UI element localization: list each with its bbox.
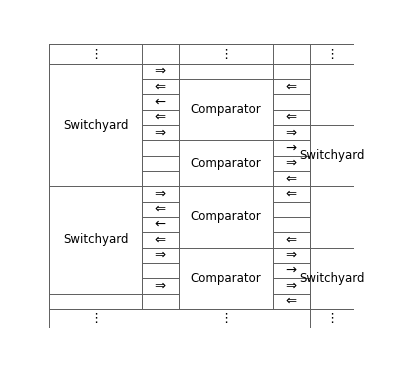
Bar <box>273 294 310 309</box>
Text: ←: ← <box>155 218 166 231</box>
Bar <box>142 125 178 140</box>
Bar <box>273 217 310 232</box>
Text: Switchyard: Switchyard <box>63 234 129 246</box>
Bar <box>273 94 310 110</box>
Bar <box>142 248 178 263</box>
Text: ⇒: ⇒ <box>155 187 166 200</box>
Bar <box>142 156 178 171</box>
Bar <box>273 79 310 94</box>
Bar <box>142 232 178 248</box>
Bar <box>142 186 178 202</box>
Bar <box>142 79 178 94</box>
Bar <box>273 64 310 79</box>
Text: →: → <box>286 264 297 277</box>
Text: Switchyard: Switchyard <box>299 149 364 162</box>
Bar <box>273 140 310 156</box>
Bar <box>310 186 354 248</box>
Text: ⋮: ⋮ <box>219 312 232 325</box>
Bar <box>310 64 354 125</box>
Bar <box>178 79 273 140</box>
Bar <box>142 140 178 156</box>
Text: ⇐: ⇐ <box>155 111 166 124</box>
Text: Comparator: Comparator <box>190 157 261 170</box>
Bar <box>273 110 310 125</box>
Bar <box>142 294 178 309</box>
Text: ⇒: ⇒ <box>286 249 297 262</box>
Bar <box>178 64 273 79</box>
Text: ⇐: ⇐ <box>286 234 297 246</box>
Text: ⋮: ⋮ <box>89 312 102 325</box>
Bar <box>142 202 178 217</box>
Text: ⋮: ⋮ <box>219 48 232 61</box>
Bar <box>142 217 178 232</box>
Text: ⇒: ⇒ <box>155 249 166 262</box>
Bar <box>142 171 178 186</box>
Bar <box>310 248 354 309</box>
Text: ⇒: ⇒ <box>286 279 297 292</box>
Text: ⇐: ⇐ <box>286 295 297 308</box>
Text: ⋮: ⋮ <box>89 48 102 61</box>
Text: →: → <box>286 142 297 155</box>
Bar <box>310 125 354 186</box>
Bar <box>142 94 178 110</box>
Bar <box>178 248 273 309</box>
Bar <box>273 186 310 202</box>
Bar <box>273 202 310 217</box>
Text: Switchyard: Switchyard <box>299 272 364 285</box>
Bar <box>178 186 273 248</box>
Text: ⇒: ⇒ <box>155 65 166 78</box>
Bar <box>310 309 354 328</box>
Bar <box>142 278 178 294</box>
Bar <box>273 278 310 294</box>
Bar <box>142 64 178 79</box>
Bar <box>178 140 273 186</box>
Text: ⇒: ⇒ <box>286 126 297 139</box>
Text: ⇒: ⇒ <box>155 279 166 292</box>
Text: ←: ← <box>155 96 166 108</box>
Bar <box>273 248 310 263</box>
Bar <box>49 294 142 309</box>
Text: ⋮: ⋮ <box>325 312 338 325</box>
Text: ⋮: ⋮ <box>325 48 338 61</box>
Bar <box>273 232 310 248</box>
Text: ⇐: ⇐ <box>286 172 297 185</box>
Text: Switchyard: Switchyard <box>63 118 129 132</box>
Text: ⇐: ⇐ <box>286 111 297 124</box>
Text: Comparator: Comparator <box>190 103 261 116</box>
Bar <box>49 186 142 294</box>
Text: ⇒: ⇒ <box>155 126 166 139</box>
Text: ⇐: ⇐ <box>286 187 297 200</box>
Text: Comparator: Comparator <box>190 210 261 224</box>
Text: ⇐: ⇐ <box>286 80 297 93</box>
Text: Comparator: Comparator <box>190 272 261 285</box>
Text: ⇐: ⇐ <box>155 234 166 246</box>
Bar <box>273 125 310 140</box>
Bar <box>142 263 178 278</box>
Bar <box>273 171 310 186</box>
Bar <box>273 156 310 171</box>
Text: ⇐: ⇐ <box>155 203 166 216</box>
Text: ⇐: ⇐ <box>155 80 166 93</box>
Text: ⇒: ⇒ <box>286 157 297 170</box>
Bar <box>142 110 178 125</box>
Bar <box>273 263 310 278</box>
Bar <box>49 64 142 186</box>
